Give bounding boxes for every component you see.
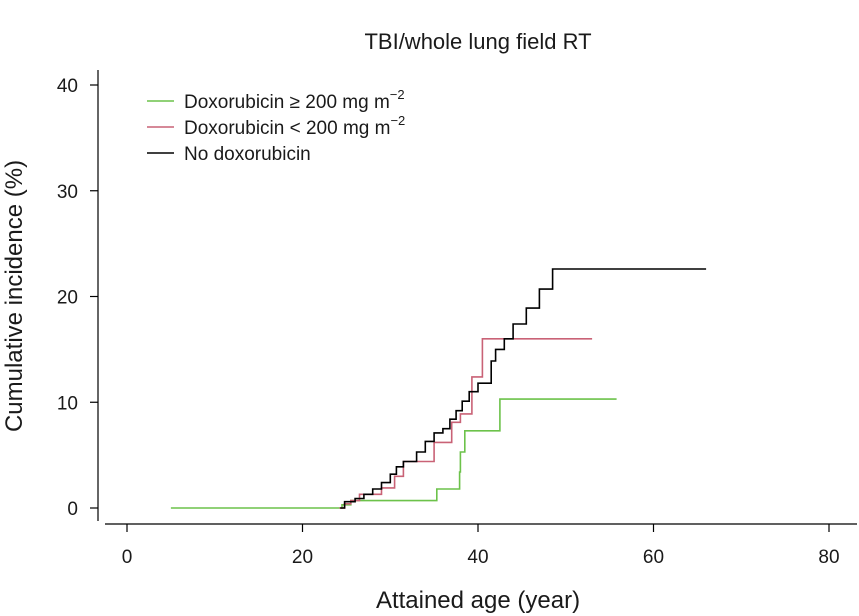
legend-label: Doxorubicin < 200 mg m−2 xyxy=(184,113,405,139)
y-tick-label: 20 xyxy=(57,288,78,309)
x-tick-label: 80 xyxy=(818,547,839,568)
y-axis-title: Cumulative incidence (%) xyxy=(1,160,28,432)
y-axis-ticks: 0 10 20 30 40 xyxy=(57,76,98,520)
y-tick-label: 40 xyxy=(57,76,78,97)
series-line-1 xyxy=(170,398,617,509)
x-axis-ticks: 0 20 40 60 80 xyxy=(122,524,840,568)
series-line-2 xyxy=(339,338,593,509)
x-tick-label: 0 xyxy=(122,547,133,568)
x-axis-title: Attained age (year) xyxy=(376,587,580,614)
y-tick-label: 10 xyxy=(57,393,78,414)
legend-label: Doxorubicin ≥ 200 mg m−2 xyxy=(184,87,405,113)
x-tick-label: 60 xyxy=(643,547,664,568)
y-tick-label: 0 xyxy=(67,499,78,520)
legend-label: No doxorubicin xyxy=(184,144,311,165)
x-tick-label: 40 xyxy=(467,547,488,568)
series-line-3 xyxy=(340,268,707,509)
chart-title: TBI/whole lung field RT xyxy=(364,29,591,54)
x-tick-label: 20 xyxy=(292,547,313,568)
y-tick-label: 30 xyxy=(57,182,78,203)
series-lines xyxy=(170,268,707,509)
